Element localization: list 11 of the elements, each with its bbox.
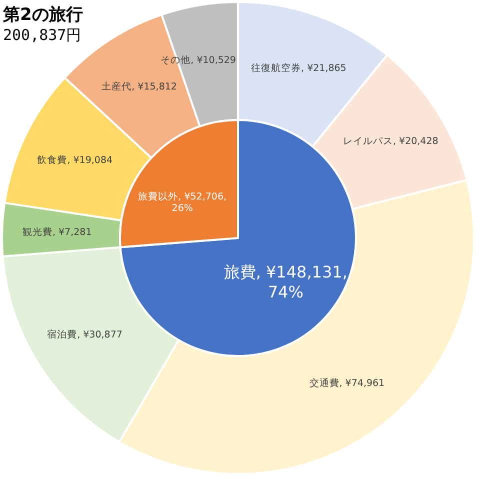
chart-title: 第2の旅行 (2, 5, 83, 25)
slice-label: 旅費, ¥148,131, 74% (224, 262, 348, 302)
slice-label: 旅費以外, ¥52,706, 26% (138, 190, 227, 214)
slice-label: レイルパス, ¥20,428 (342, 136, 438, 148)
slice-label: 土産代, ¥15,812 (102, 80, 177, 93)
slice-label: 往復航空券, ¥21,865 (251, 62, 346, 74)
text: 200,837円 (3, 26, 82, 44)
slice-label: 観光費, ¥7,281 (22, 226, 92, 238)
slice-label: 飲食費, ¥19,084 (37, 154, 113, 166)
slice-label: 交通費, ¥74,961 (309, 376, 385, 389)
slice-label: 宿泊費, ¥30,877 (47, 328, 122, 341)
